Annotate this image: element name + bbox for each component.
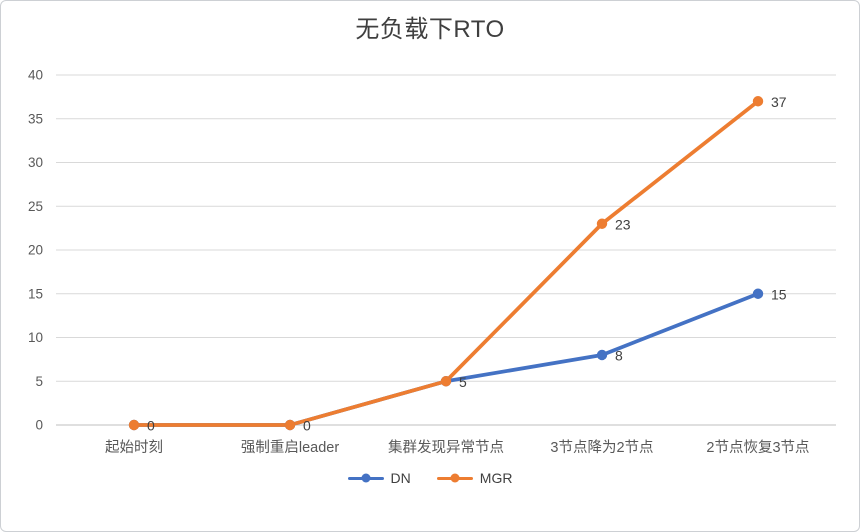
legend-label-DN: DN xyxy=(390,470,411,486)
marker-MGR xyxy=(128,419,140,431)
data-label-MGR: 0 xyxy=(303,418,311,434)
chart-legend: DN MGR xyxy=(1,470,859,486)
y-tick-label: 15 xyxy=(28,286,43,301)
y-tick-label: 30 xyxy=(28,155,43,170)
x-category-label: 3节点降为2节点 xyxy=(550,439,653,456)
legend-marker-MGR xyxy=(436,473,473,483)
chart-title: 无负载下RTO xyxy=(355,16,505,43)
y-tick-label: 0 xyxy=(35,418,43,433)
y-tick-label: 40 xyxy=(28,68,43,83)
data-label-MGR: 37 xyxy=(771,94,787,110)
series-line-DN xyxy=(132,291,760,427)
marker-DN xyxy=(596,349,608,361)
marker-MGR xyxy=(284,419,296,431)
data-label-DN: 15 xyxy=(771,286,787,302)
y-tick-label: 5 xyxy=(35,374,43,389)
x-category-label: 2节点恢复3节点 xyxy=(706,438,809,456)
legend-label-MGR: MGR xyxy=(479,470,513,486)
y-tick-label: 25 xyxy=(28,199,43,214)
y-tick-label: 20 xyxy=(28,243,43,258)
x-category-label: 集群发现异常节点 xyxy=(388,439,504,456)
x-category-label: 强制重启leader xyxy=(241,439,339,456)
x-category-label: 起始时刻 xyxy=(105,439,163,456)
legend-item-MGR: MGR xyxy=(436,470,513,486)
legend-dot-DN xyxy=(361,473,371,483)
marker-MGR xyxy=(596,218,608,229)
data-label-MGR: 23 xyxy=(615,216,631,232)
data-label-DN: 8 xyxy=(615,348,623,364)
data-label-MGR: 5 xyxy=(459,374,467,390)
legend-item-DN: DN xyxy=(347,470,411,486)
y-tick-label: 10 xyxy=(28,330,43,345)
data-label-MGR: 0 xyxy=(147,418,155,434)
marker-DN xyxy=(752,288,764,299)
y-tick-label: 35 xyxy=(28,111,43,126)
legend-dot-MGR xyxy=(450,473,460,483)
marker-MGR xyxy=(440,376,452,387)
line-chart: 0 5 10 15 20 25 30 35 40 起始时刻 强制重启leader 集群发现异常节点 3节… xyxy=(28,68,836,456)
legend-marker-DN xyxy=(347,473,384,483)
marker-MGR xyxy=(752,96,764,107)
